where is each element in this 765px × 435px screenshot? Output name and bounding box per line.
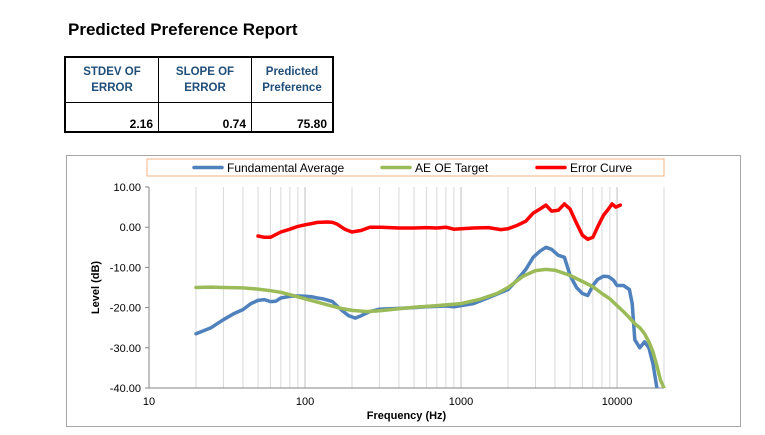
report-title: Predicted Preference Report [68,20,298,39]
error-curve-line [256,202,623,242]
value-predicted-preference: 75.80 [251,102,333,132]
summary-header-row: STDEV OF ERROR SLOPE OF ERROR Predicted … [65,57,333,103]
x-tick-label: 10 [143,396,155,408]
header-predicted-preference: Predicted Preference [262,66,322,94]
y-tick-label: 10.00 [113,182,141,194]
fundamental-average-line [194,245,659,388]
y-axis-title: Level (dB) [90,261,102,315]
value-slope-of-error: 0.74 [158,102,252,132]
x-tick-label: 100 [296,396,314,408]
legend-label: Error Curve [570,161,632,175]
legend-label: AE OE Target [415,161,489,175]
x-axis-title: Frequency (Hz) [367,410,447,422]
y-tick-label: 0.00 [120,222,141,234]
value-stdev-of-error: 2.16 [65,102,159,132]
ae-oe-target-line [194,267,666,388]
chart-area: 10.00 0.00 -10.00 -20.00 -30.00 -40.00 10 100 10… [66,155,741,427]
summary-table: STDEV OF ERROR SLOPE OF ERROR Predicted … [64,56,334,133]
y-tick-label: -10.00 [110,262,141,274]
x-tick-label: 10000 [602,396,633,408]
y-tick-label: -30.00 [110,343,141,355]
x-tick-label: 1000 [449,396,473,408]
header-stdev-of-error: STDEV OF ERROR [65,57,159,103]
y-tick-label: -20.00 [110,303,141,315]
y-tick-label: -40.00 [110,383,141,395]
summary-value-row: 2.16 0.74 75.80 [65,102,333,132]
header-slope-of-error: SLOPE OF ERROR [158,57,252,103]
legend-label: Fundamental Average [227,161,345,175]
